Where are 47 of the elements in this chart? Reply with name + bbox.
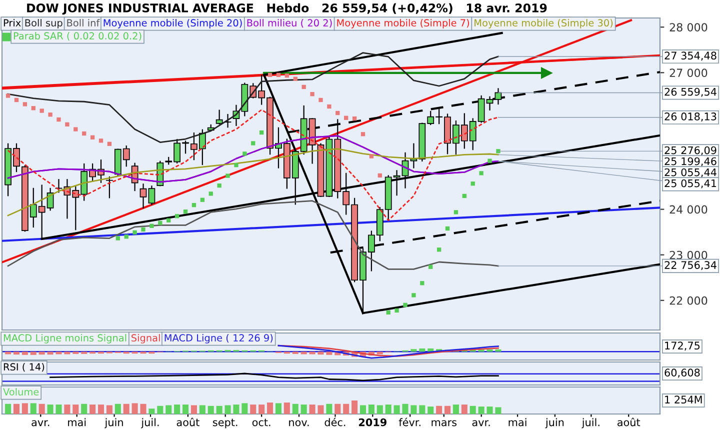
- x-tick-label: juil.: [582, 418, 600, 428]
- annotation: 25 055,44: [664, 168, 716, 178]
- x-tick-label: févr.: [398, 418, 420, 426]
- x-tick-label: mars: [432, 420, 456, 426]
- series-label: Volume: [3, 388, 39, 396]
- annotation: 25 276,09: [664, 146, 716, 156]
- chart-title: DOW JONES INDUSTRIAL AVERAGE Hebdo 26 559,54 (+0,42%) 18 avr. 2019: [27, 3, 547, 15]
- x-tick-label: avr.: [472, 420, 490, 426]
- text: Moyenne mobile (Simple 7): [337, 19, 470, 28]
- y-tick-label: 22 000: [670, 296, 708, 305]
- x-tick-label: juil.: [141, 418, 159, 428]
- x-tick-label: mai: [68, 418, 86, 426]
- x-tick-label: 2019: [358, 418, 386, 426]
- text: 1 254M: [665, 396, 702, 404]
- legend-label: Parab SAR ( 0.02 0.02 0.2): [14, 32, 142, 41]
- text: Moyenne mobile (Simple 30): [474, 19, 613, 28]
- text: Signal: [132, 334, 160, 344]
- y-tick-label: 27 000: [670, 68, 708, 78]
- series-label: RSI ( 14): [4, 363, 44, 372]
- annotation: 25 055,41: [664, 179, 716, 188]
- x-tick-label: août: [618, 418, 640, 426]
- x-tick-label: mai: [508, 418, 526, 426]
- x-tick-label: août: [176, 418, 200, 426]
- annotation: 26 559,54: [664, 88, 716, 97]
- x-tick-label: déc.: [324, 418, 346, 426]
- x-tick-label: juin: [545, 418, 564, 428]
- series-label: MACD Ligne moins Signal: [4, 334, 126, 344]
- x-tick-label: sept.: [213, 418, 238, 428]
- x-tick-label: juin: [104, 418, 123, 428]
- text: Moyenne mobile (Simple 20): [104, 19, 242, 28]
- text: Prix: [4, 19, 21, 26]
- x-tick-label: avr.: [32, 420, 50, 426]
- x-tick-label: nov.: [289, 420, 309, 426]
- annotation: 27 354,48: [664, 52, 716, 61]
- annotation: 22 756,34: [664, 261, 716, 270]
- series-label: MACD Ligne ( 12 26 9): [164, 334, 273, 344]
- text: Boll inf: [67, 19, 100, 27]
- text: Boll sup: [25, 19, 62, 28]
- text: 60,608: [664, 368, 700, 378]
- text: Boll milieu ( 20 2): [247, 19, 332, 28]
- text: 172,75: [665, 342, 700, 351]
- y-tick-label: 23 000: [670, 250, 708, 260]
- x-tick-label: oct.: [252, 418, 270, 426]
- y-tick-label: 28 000: [670, 23, 708, 32]
- y-tick-label: 24 000: [670, 205, 708, 214]
- annotation: 25 199,46: [664, 157, 716, 166]
- annotation: 26 018,13: [664, 112, 716, 122]
